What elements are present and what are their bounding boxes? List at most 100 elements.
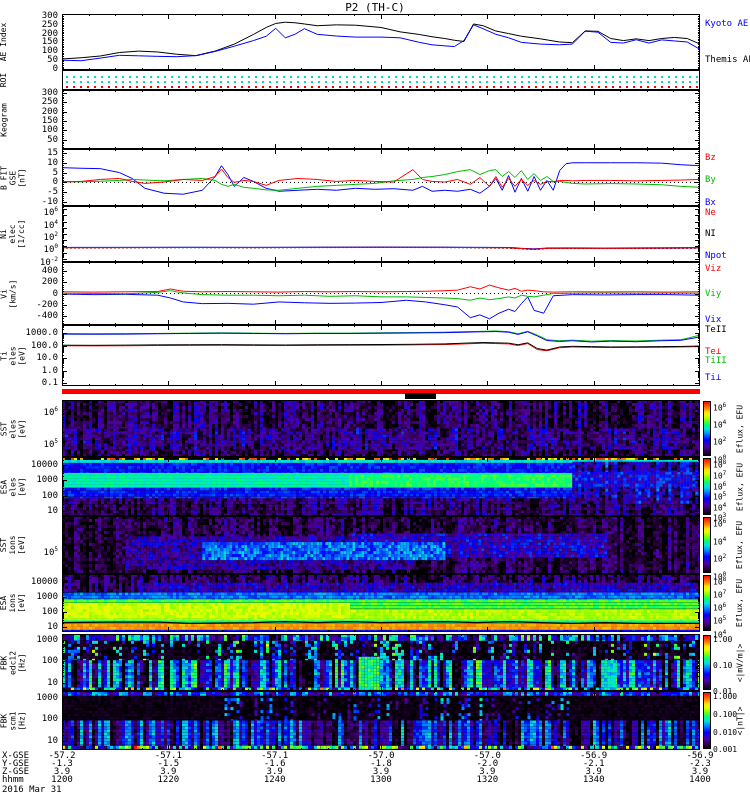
colorbar-tick-label: 105 <box>713 491 726 502</box>
panel-keo: 300 250 200 150 100 50 Keogram <box>0 90 750 149</box>
axis-label-sst_e: SST eles [eV] <box>0 400 29 457</box>
exponent: 2 <box>54 231 58 238</box>
legend-themis-ae: Themis AE <box>705 56 750 65</box>
panel-sst_i: 105 SST ions [eV] 106 104 102 100 Eflux, EFU <box>0 516 750 574</box>
exponent: 6 <box>723 602 727 609</box>
axis-label-ae: AE Index <box>0 14 29 70</box>
colorbar-tick-label: 106 <box>713 518 726 529</box>
panel-esa_i: 10000 1000 100 10 ESA ions [eV] 108 107 106 105 1… <box>0 574 750 632</box>
themis-overview-plot: P2 (TH-C) 300 250 200 150 100 50 0 AE Index Kyot… <box>0 0 750 800</box>
x-axis-row-hhmm: hhmm 1200 1220 1240 1300 1320 1340 1400 <box>0 776 750 785</box>
colorbar-tick-label: 0.100 <box>713 711 737 719</box>
x-axis-value: 1220 <box>157 776 179 785</box>
panel-fbk_e: 1000 100 10 FBK edc12 [Hz] 1.00 0.10 0.01 <|mV/… <box>0 634 750 691</box>
panel-roi: ROI <box>0 70 750 90</box>
colorbar-tick-label: 1.000 <box>713 693 737 701</box>
exponent: 6 <box>54 406 58 413</box>
colorbar-tick-label: 104 <box>713 419 726 430</box>
x-axis-value: 1200 <box>51 776 73 785</box>
axis-label-roi: ROI <box>0 70 29 90</box>
colorbar-tick-label: 104 <box>713 536 726 547</box>
colorbar-esa_e <box>703 458 711 515</box>
exponent: 5 <box>54 438 58 445</box>
x-axis-value: 1400 <box>689 776 711 785</box>
exponent: 4 <box>723 502 727 509</box>
axis-label-ni: Ni elec [1/cc] <box>0 206 29 262</box>
panel-vi: 400 200 0 -200 -400 Vi [km/s] Viz Viy Vix <box>0 262 750 325</box>
legend-ni: NI <box>705 230 716 239</box>
panel-canvas-sst_e <box>62 400 700 457</box>
colorbar-tick-label: 102 <box>713 436 726 447</box>
colorbar-fbk_e <box>703 635 711 690</box>
panel-canvas-vi <box>62 262 700 325</box>
colorbar-sst_e <box>703 401 711 456</box>
colorbar-tick-label: 108 <box>713 459 726 470</box>
legend-tiii: TiII <box>705 357 727 366</box>
x-axis-value: 1340 <box>583 776 605 785</box>
panel-canvas-roi <box>62 70 700 90</box>
legend-by: By <box>705 176 716 185</box>
exponent: 8 <box>723 576 727 583</box>
separator-bar <box>62 389 700 394</box>
colorbar-unit-fbk_e: <|mV/m|> <box>735 634 745 691</box>
date-label: 2016 Mar 31 <box>2 786 62 795</box>
colorbar-sst_i <box>703 517 711 573</box>
panel-canvas-esa_i <box>62 574 700 632</box>
panel-ti: 1000.0 100.0 10.0 1.0 0.1 Ti eles [eV] TeII Te⊥… <box>0 325 750 386</box>
axis-label-bfit: B FIT GSE [nT] <box>0 149 29 206</box>
x-axis-value: 1240 <box>264 776 286 785</box>
legend-kyoto-ae: Kyoto AE <box>705 20 748 29</box>
colorbar-tick-label: 0.010 <box>713 729 737 737</box>
legend-npot: Npot <box>705 252 727 261</box>
legend-viz: Viz <box>705 265 721 274</box>
panel-canvas-keo <box>62 90 700 149</box>
colorbar-tick-label: 107 <box>713 589 726 600</box>
colorbar-tick-label: 106 <box>713 602 726 613</box>
exponent: 8 <box>723 459 727 466</box>
axis-label-vi: Vi [km/s] <box>0 262 29 325</box>
panel-canvas-ae <box>62 14 700 70</box>
legend-teii: TeII <box>705 326 727 335</box>
panel-bfit: 151050-5-10 B FIT GSE [nT] Bz By Bx <box>0 149 750 206</box>
panel-canvas-fbk_e <box>62 634 700 691</box>
panel-ae: 300 250 200 150 100 50 0 AE Index Kyoto AE Themis… <box>0 14 750 70</box>
exponent: 5 <box>54 546 58 553</box>
panel-ni: 106 104 102 100 10-2 Ni elec [1/cc] Ne NI Npot <box>0 206 750 262</box>
legend-ti-: Ti⊥ <box>705 374 721 383</box>
colorbar-unit-sst_i: Eflux, EFU <box>735 516 745 574</box>
colorbar-unit-fbk_s: <|nT|> <box>735 691 745 750</box>
colorbar-unit-esa_e: Eflux, EFU <box>735 457 745 516</box>
exponent: 5 <box>723 491 727 498</box>
exponent: 6 <box>54 206 58 213</box>
colorbar-fbk_s <box>703 692 711 749</box>
x-axis-value: 1320 <box>476 776 498 785</box>
colorbar-tick-label: 1.00 <box>713 636 732 644</box>
exponent: 4 <box>723 536 727 543</box>
colorbar-tick-label: 105 <box>713 615 726 626</box>
exponent: 4 <box>723 419 727 426</box>
exponent: 6 <box>723 518 727 525</box>
panel-canvas-ni <box>62 206 700 262</box>
panel-canvas-esa_e <box>62 457 700 516</box>
colorbar-unit-sst_e: Eflux, EFU <box>735 400 745 457</box>
axis-label-ti: Ti eles [eV] <box>0 325 29 386</box>
panel-sst_e: 106 105 SST eles [eV] 106 104 102 100 Eflux, EF… <box>0 400 750 457</box>
exponent: 7 <box>723 589 727 596</box>
separator-marker <box>405 393 436 399</box>
axis-label-esa_i: ESA ions [eV] <box>0 574 29 632</box>
axis-label-esa_e: ESA eles [eV] <box>0 457 29 516</box>
colorbar-esa_i <box>703 575 711 631</box>
panel-fbk_s: 1000 100 10 FBK scm1 [Hz] 1.000 0.100 0.010 0.0… <box>0 691 750 750</box>
axis-label-keo: Keogram <box>0 90 29 149</box>
exponent: 2 <box>723 553 727 560</box>
colorbar-unit-esa_i: Eflux, EFU <box>735 574 745 632</box>
exponent: 6 <box>723 481 727 488</box>
exponent: 0 <box>54 243 58 250</box>
exponent: 6 <box>723 402 727 409</box>
exponent: 2 <box>723 436 727 443</box>
legend-ne: Ne <box>705 209 716 218</box>
legend-viy: Viy <box>705 290 721 299</box>
panel-canvas-sst_i <box>62 516 700 574</box>
axis-label-fbk_s: FBK scm1 [Hz] <box>0 691 29 750</box>
colorbar-tick-label: 0.10 <box>713 662 732 670</box>
